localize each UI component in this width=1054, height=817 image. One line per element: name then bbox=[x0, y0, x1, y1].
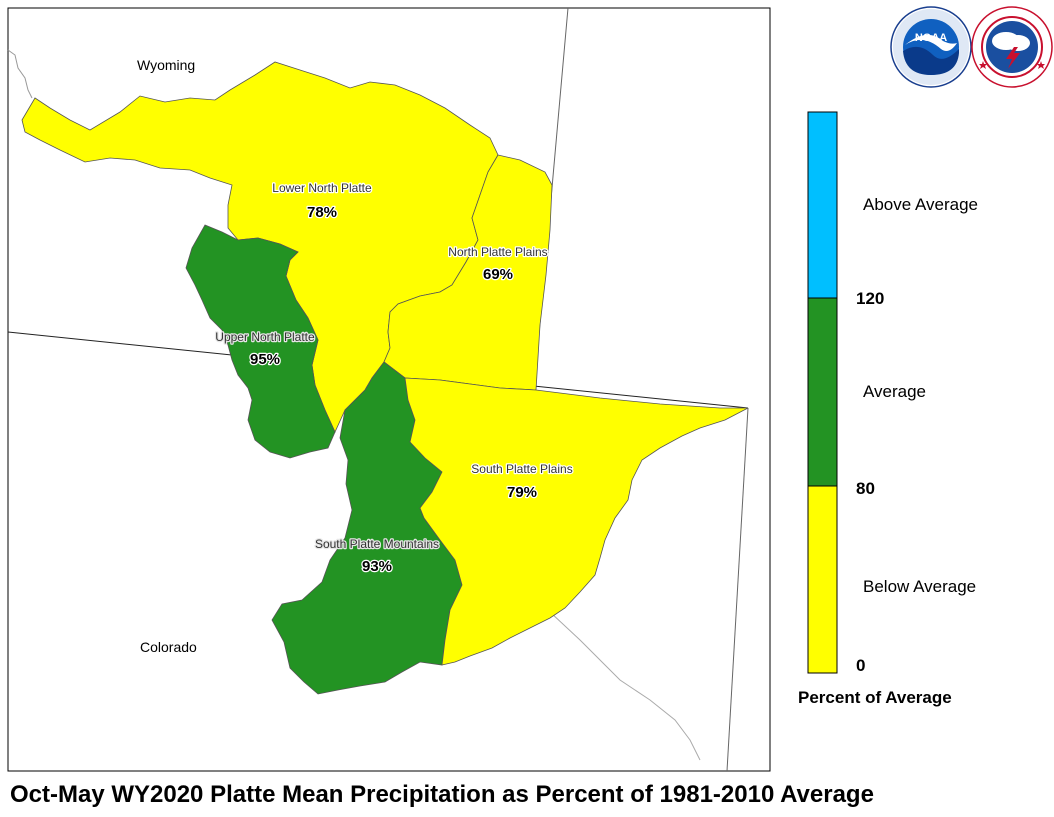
legend-tick-120: 120 bbox=[856, 289, 884, 308]
legend-swatch-below-average bbox=[807, 485, 838, 674]
legend-label-above-average: Above Average bbox=[863, 195, 978, 214]
noaa-logo-text: NOAA bbox=[915, 32, 947, 44]
basin-percent-lower-north-platte: 78% bbox=[307, 204, 337, 221]
noaa-logo: NOAA bbox=[890, 6, 972, 88]
basin-outline-southeast bbox=[549, 611, 701, 761]
basins-layer bbox=[21, 61, 749, 695]
colorado-nebraska-border bbox=[726, 407, 749, 772]
state-label-colorado: Colorado bbox=[140, 639, 197, 655]
basin-percent-south-platte-mountains: 93% bbox=[362, 558, 392, 575]
legend-tick-80: 80 bbox=[856, 479, 875, 498]
basin-name-south-platte-mountains: South Platte Mountains bbox=[315, 537, 439, 551]
basin-percent-north-platte-plains: 69% bbox=[483, 266, 513, 283]
basin-labels: Lower North Platte 78% North Platte Plai… bbox=[214, 180, 574, 577]
basin-name-north-platte-plains: North Platte Plains bbox=[448, 245, 547, 259]
legend-swatch-average bbox=[807, 297, 838, 487]
basin-name-lower-north-platte: Lower North Platte bbox=[272, 181, 372, 195]
legend-label-average: Average bbox=[863, 382, 926, 401]
legend-colorbar bbox=[807, 111, 838, 674]
basin-name-upper-north-platte: Upper North Platte bbox=[215, 330, 315, 344]
basin-percent-upper-north-platte: 95% bbox=[250, 351, 280, 368]
legend-tick-0: 0 bbox=[856, 656, 865, 675]
basin-south-platte-plains[interactable] bbox=[404, 377, 749, 666]
basin-upper-north-platte[interactable] bbox=[185, 224, 336, 459]
basin-outline-west bbox=[7, 49, 33, 99]
legend-swatch-above-average bbox=[807, 111, 838, 299]
basin-percent-south-platte-plains: 79% bbox=[507, 484, 537, 501]
legend-label-below-average: Below Average bbox=[863, 577, 976, 596]
basin-north-platte-plains[interactable] bbox=[383, 154, 553, 391]
nws-logo bbox=[971, 6, 1053, 88]
state-label-wyoming: Wyoming bbox=[137, 57, 195, 73]
legend-title: Percent of Average bbox=[798, 688, 952, 707]
basin-name-south-platte-plains: South Platte Plains bbox=[471, 462, 572, 476]
map-title: Oct-May WY2020 Platte Mean Precipitation… bbox=[10, 781, 874, 808]
